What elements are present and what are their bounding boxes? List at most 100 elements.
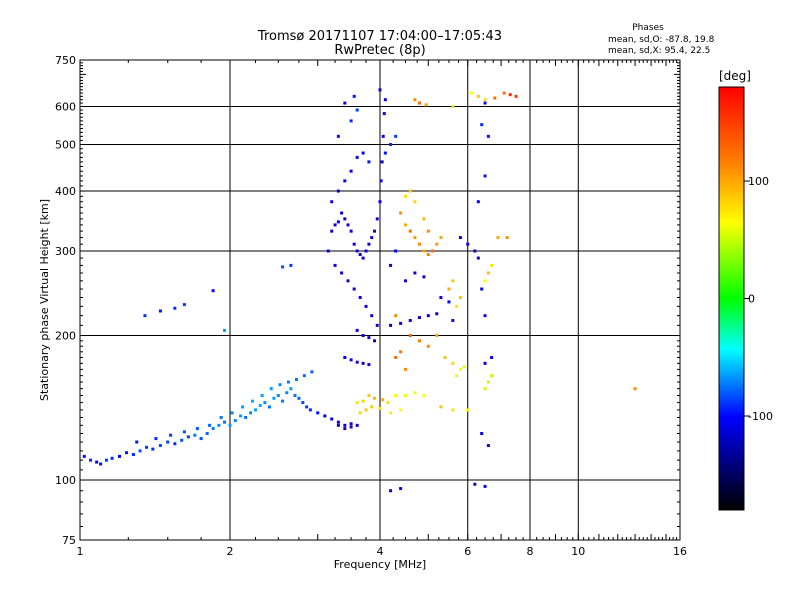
data-point	[82, 454, 86, 458]
colorbar-label: [deg]	[719, 69, 751, 83]
data-point	[403, 279, 407, 283]
data-point	[375, 217, 379, 221]
data-point	[208, 423, 212, 427]
data-point	[355, 155, 359, 159]
y-tick-label: 200	[55, 330, 76, 343]
data-point	[399, 487, 403, 491]
data-point	[439, 405, 443, 409]
colorbar-tick-label: 100	[748, 175, 769, 188]
data-point	[439, 236, 443, 240]
stats-o-mode: mean, sd,O: -87.8, 19.8	[608, 35, 715, 45]
data-point	[458, 236, 462, 240]
data-point	[104, 458, 108, 462]
data-point	[219, 415, 223, 419]
y-tick-label: 500	[55, 139, 76, 152]
data-point	[370, 405, 374, 409]
data-point	[336, 189, 340, 193]
data-point	[143, 314, 147, 318]
data-point	[285, 391, 289, 395]
data-point	[358, 296, 362, 300]
data-point	[352, 94, 356, 98]
data-point	[367, 242, 371, 246]
data-point	[301, 401, 305, 405]
data-point	[367, 336, 371, 340]
y-tick-label: 600	[55, 101, 76, 114]
data-point	[389, 143, 393, 147]
data-point	[267, 405, 271, 409]
y-tick-label: 750	[55, 54, 76, 67]
data-point	[355, 328, 359, 332]
data-point	[330, 200, 334, 204]
data-point	[125, 451, 129, 455]
data-point	[435, 242, 439, 246]
data-point	[483, 484, 487, 488]
data-point	[408, 318, 412, 322]
data-point	[476, 256, 480, 260]
data-point	[272, 396, 276, 400]
data-point	[403, 223, 407, 227]
data-point	[486, 271, 490, 275]
data-point	[389, 411, 393, 415]
x-tick-label: 8	[527, 545, 534, 558]
data-point	[346, 279, 350, 283]
data-point	[355, 401, 359, 405]
data-point	[323, 414, 327, 418]
data-point	[367, 363, 371, 367]
data-point	[195, 427, 199, 431]
stats-heading: Phases	[632, 23, 664, 33]
data-point	[316, 411, 320, 415]
data-point	[417, 242, 421, 246]
data-point	[480, 432, 484, 436]
data-point	[358, 253, 362, 257]
data-point	[182, 430, 186, 434]
data-point	[117, 454, 121, 458]
data-point	[330, 417, 334, 421]
data-point	[352, 242, 356, 246]
colorbar-ticks: 100 0 -100	[744, 175, 773, 423]
data-point	[496, 236, 500, 240]
data-point	[370, 314, 374, 318]
data-point	[458, 367, 462, 371]
data-point	[361, 361, 365, 365]
data-point	[394, 249, 398, 253]
data-point	[417, 316, 421, 320]
data-point	[462, 365, 466, 369]
data-point	[340, 271, 344, 275]
data-point	[343, 427, 347, 431]
data-point	[476, 94, 480, 98]
data-point	[451, 318, 455, 322]
data-point	[381, 134, 385, 138]
data-point	[486, 380, 490, 384]
data-point	[260, 394, 264, 398]
data-point	[278, 383, 282, 387]
data-point	[373, 339, 377, 343]
data-point	[186, 435, 190, 439]
data-point	[483, 387, 487, 391]
data-point	[483, 314, 487, 318]
data-point	[223, 420, 227, 424]
x-tick-label: 1	[77, 545, 84, 558]
data-point	[244, 415, 248, 419]
data-point	[349, 422, 353, 426]
data-point	[514, 94, 518, 98]
x-axis-label: Frequency [MHz]	[334, 558, 426, 571]
data-point	[378, 88, 382, 92]
data-point	[426, 314, 430, 318]
data-point	[340, 211, 344, 215]
data-point	[205, 432, 209, 436]
data-point	[378, 200, 382, 204]
data-point	[145, 445, 149, 449]
data-point	[233, 419, 237, 423]
data-point	[276, 394, 280, 398]
data-point	[349, 169, 353, 173]
data-point	[343, 101, 347, 105]
data-point	[349, 119, 353, 123]
data-point	[361, 151, 365, 155]
data-point	[403, 394, 407, 398]
data-point	[426, 229, 430, 233]
data-point	[182, 303, 186, 307]
data-point	[486, 444, 490, 448]
data-point	[269, 387, 273, 391]
data-point	[413, 200, 417, 204]
